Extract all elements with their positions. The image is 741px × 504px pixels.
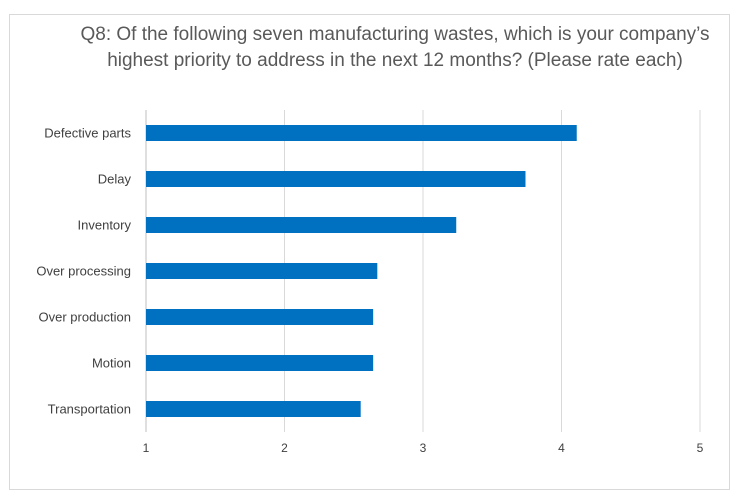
bars [146,125,577,417]
chart-frame [9,14,730,490]
category-label: Transportation [48,402,131,417]
category-label: Defective parts [44,126,131,141]
x-tick-label: 4 [558,441,565,455]
x-tick-label: 1 [143,441,150,455]
bar-motion [146,355,374,371]
bar-over-production [146,309,374,325]
category-label: Over processing [36,264,131,279]
x-tick-label: 2 [281,441,288,455]
category-label: Inventory [78,218,132,233]
bar-over-processing [146,263,378,279]
x-tick-label: 5 [697,441,704,455]
category-label: Over production [39,310,132,325]
category-label: Delay [98,172,132,187]
bar-transportation [146,401,361,417]
grid-lines [145,110,701,432]
x-tick-label: 3 [420,441,427,455]
bar-defective-parts [146,125,577,141]
bar-delay [146,171,526,187]
bar-inventory [146,217,457,233]
chart-title: Q8: Of the following seven manufacturing… [80,24,710,71]
x-tick-labels: 1 2 3 4 5 [143,441,704,455]
category-labels: Defective parts Delay Inventory Over proces… [36,126,131,417]
category-label: Motion [92,356,131,371]
